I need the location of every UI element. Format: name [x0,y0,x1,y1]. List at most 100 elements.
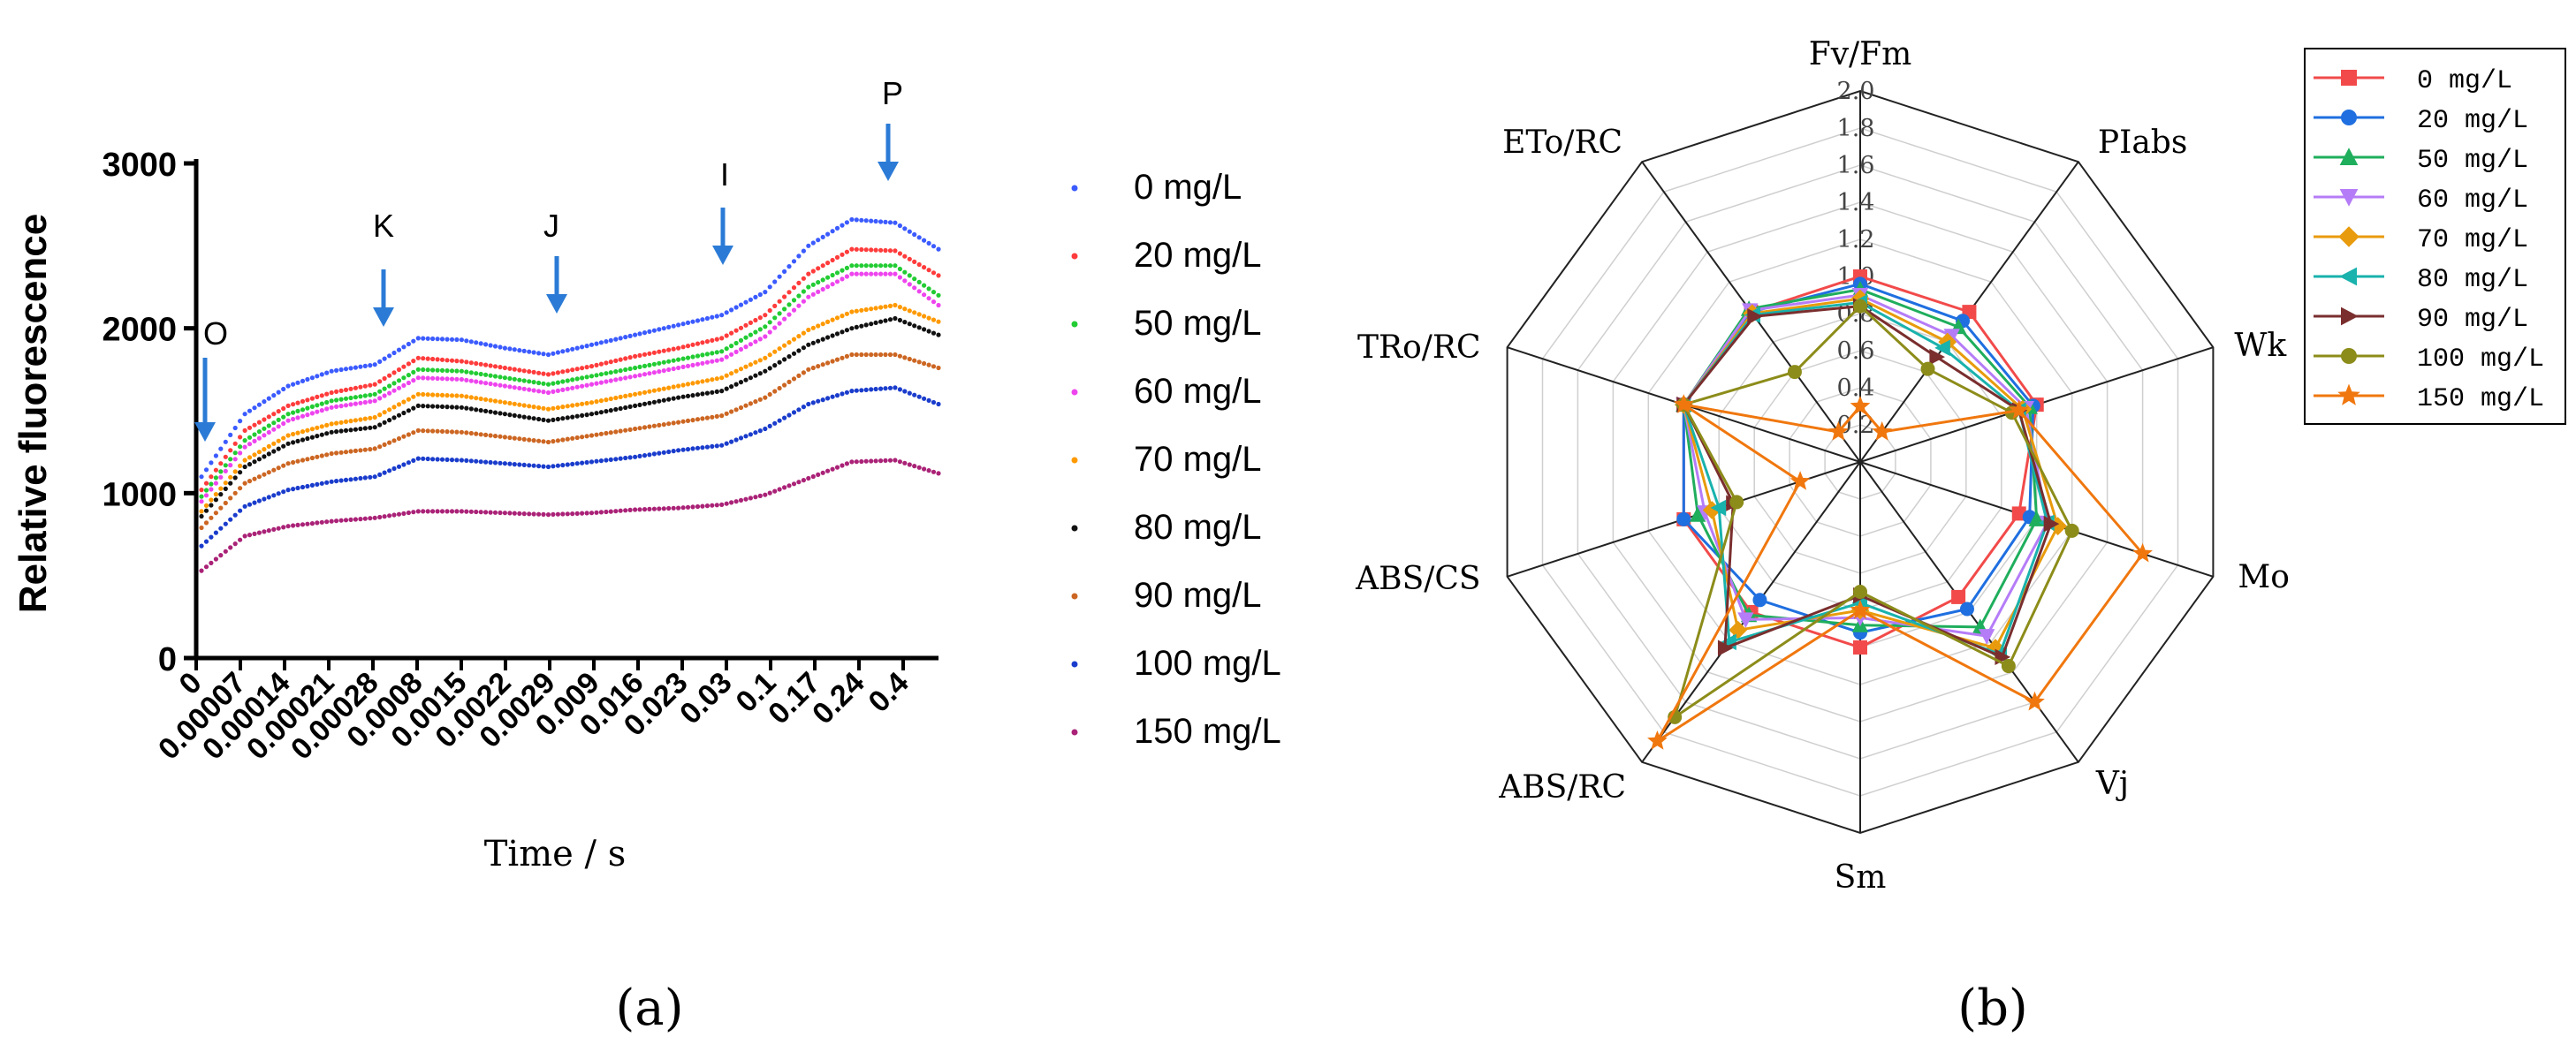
a-data-point [382,393,387,398]
a-data-point [825,396,831,401]
b-legend-label: 0 mg/L [2417,66,2512,96]
a-data-point [763,290,768,295]
a-data-point [922,265,927,270]
a-data-point [199,543,204,549]
a-data-point [536,370,542,375]
a-data-point [415,403,421,408]
a-data-point [598,398,604,404]
a-data-point [315,481,320,488]
a-data-point [232,469,238,474]
a-data-point [863,458,869,464]
a-data-point [623,393,628,398]
a-data-point [551,405,556,411]
a-data-point [873,320,878,325]
a-data-point [574,376,580,382]
a-data-point [574,511,580,517]
a-data-point [907,229,912,234]
a-data-point [228,463,233,468]
a-data-point [507,461,513,466]
a-data-point [570,346,575,352]
a-data-point [242,534,247,539]
a-data-point [887,303,893,308]
a-data-point [733,340,739,346]
a-data-point [791,481,797,487]
a-data-point [343,387,349,392]
a-data-point [454,376,460,382]
a-data-point [435,509,440,514]
a-data-point [565,348,570,353]
a-data-point [733,382,739,387]
a-data-point [743,496,748,502]
a-data-point [247,442,253,447]
a-data-point [228,432,233,437]
a-data-point [464,405,469,411]
a-data-point [247,408,253,413]
a-data-point [685,355,691,360]
a-data-point [276,446,281,451]
a-data-point [931,244,937,249]
a-data-point [916,289,922,294]
a-data-point [816,280,821,285]
a-data-point [724,333,729,338]
a-data-point [782,415,787,420]
a-data-point [690,362,695,367]
a-data-point [878,319,884,324]
a-data-point [478,396,483,402]
a-data-point [401,382,407,388]
a-data-point [560,437,566,443]
a-data-point [247,425,253,430]
a-data-point [598,431,604,436]
a-data-point [439,376,445,382]
a-data-point [358,448,363,453]
a-data-point [372,398,377,404]
a-data-point [729,352,734,357]
a-data-point [863,307,869,313]
a-data-point [305,521,310,526]
a-data-point [671,420,676,426]
a-data-point [488,459,493,465]
a-data-point [291,382,296,387]
a-data-point [507,375,513,382]
a-data-point [820,337,825,342]
a-data-point [213,481,218,486]
a-data-point [238,463,243,469]
a-data-point [767,391,772,397]
a-data-point [536,380,542,386]
a-data-point [801,276,807,281]
a-data-point [281,489,286,495]
a-data-point [830,257,835,263]
a-data-point [637,331,642,337]
a-data-point [604,397,609,403]
a-data-point [651,350,657,355]
a-data-point [464,369,469,375]
a-data-point [338,388,344,393]
a-data-point [666,505,672,511]
a-data-point [411,369,416,375]
a-data-point [777,274,782,279]
a-data-point [281,463,286,468]
a-data-point [228,457,233,462]
a-data-point [300,378,306,383]
a-data-point [555,388,561,393]
a-data-point [926,315,931,321]
a-data-point [854,324,859,329]
a-data-point [295,415,300,420]
a-data-point [454,393,460,398]
a-data-point [435,404,440,409]
a-data-point [199,494,204,499]
a-data-point [627,355,633,360]
a-data-point [695,341,701,346]
a-data-point [439,392,445,397]
b-data-point [1676,511,1691,526]
a-data-point [869,322,874,327]
a-data-point [512,412,517,418]
a-data-point [627,507,633,513]
a-data-point [647,400,652,405]
a-data-point [334,429,339,435]
a-data-point [777,311,782,316]
a-data-point [498,344,503,350]
a-y-tick-label: 1000 [102,476,177,513]
a-data-point [806,475,811,481]
a-data-point [439,428,445,434]
a-data-point [295,380,300,385]
